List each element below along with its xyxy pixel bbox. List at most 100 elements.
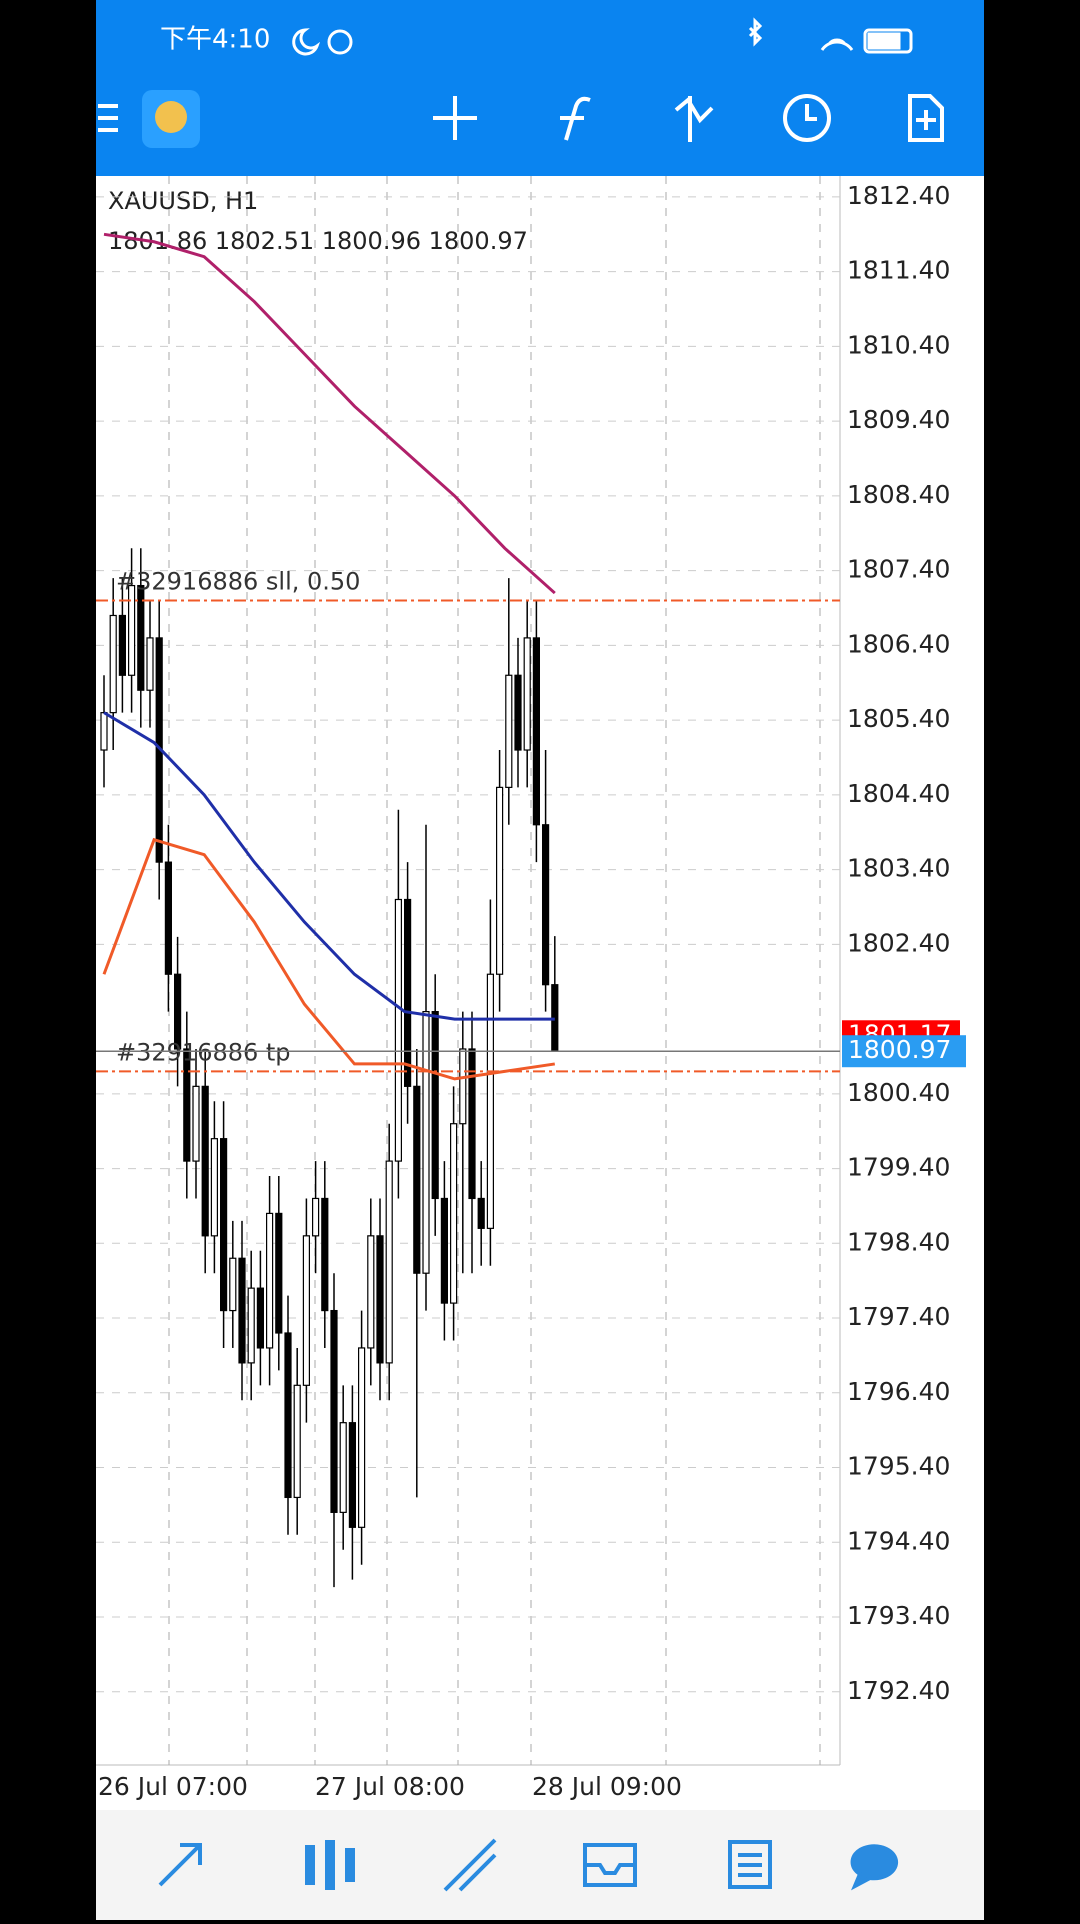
candle-body (210, 1138, 218, 1237)
candle-body (238, 1257, 246, 1364)
candle-body (118, 614, 127, 676)
candle-body (459, 1048, 467, 1125)
y-tick-label: 1792.40 (847, 1676, 950, 1705)
y-tick-label: 1796.40 (847, 1377, 950, 1406)
candle-body (220, 1138, 228, 1312)
y-tick-label: 1797.40 (847, 1302, 950, 1331)
candle-body (330, 1309, 338, 1513)
bottom-nav (96, 1810, 984, 1920)
y-tick-label: 1812.40 (847, 181, 950, 210)
candle-body (440, 1197, 448, 1304)
candle-body (431, 1011, 439, 1200)
menu-icon[interactable] (98, 104, 118, 132)
candle-body (358, 1347, 366, 1528)
y-tick-label: 1808.40 (847, 480, 950, 509)
nav-quotes[interactable] (158, 1843, 202, 1887)
y-tick-label: 1795.40 (847, 1452, 950, 1481)
x-tick-label: 28 Jul 09:00 (532, 1772, 682, 1801)
y-tick-label: 1809.40 (847, 405, 950, 434)
candle-body (183, 1048, 191, 1162)
candle-body (321, 1197, 329, 1312)
nav-chat[interactable] (850, 1844, 899, 1891)
candle-body (486, 973, 494, 1229)
candle-body (137, 584, 145, 691)
y-tick-label: 1798.40 (847, 1227, 950, 1256)
candle-body (505, 674, 513, 788)
candle-body (256, 1287, 264, 1349)
clock-icon[interactable] (783, 94, 831, 142)
moving-average (103, 232, 556, 595)
candle-body (422, 1011, 430, 1274)
bid-tag (842, 1035, 966, 1068)
y-tick-label: 1800.40 (847, 1078, 950, 1107)
candle-body (229, 1257, 237, 1312)
y-tick-label: 1805.40 (847, 704, 950, 733)
candle-body (477, 1197, 485, 1229)
y-tick-label: 1804.40 (847, 779, 950, 808)
nav-history[interactable] (583, 1843, 637, 1887)
candle-body (413, 1085, 421, 1274)
bid-label: 1800.97 (848, 1035, 951, 1064)
candle-body (128, 584, 136, 676)
top-bar (96, 0, 984, 176)
moving-average (102, 837, 556, 1081)
symbol: XAUUSD, H1 (108, 187, 258, 215)
toolbar[interactable] (98, 90, 944, 148)
candle-body (247, 1287, 255, 1364)
candle-body (450, 1123, 458, 1304)
status-icons (292, 17, 913, 56)
candle-body (394, 898, 402, 1162)
candle-body (192, 1085, 200, 1162)
trade-icon[interactable] (674, 96, 714, 142)
ohlc: 1801.86 1802.51 1800.96 1800.97 (108, 227, 528, 255)
candle-body (532, 637, 541, 826)
candle-body (312, 1197, 320, 1237)
function-icon[interactable] (560, 96, 591, 141)
candle-body (100, 712, 108, 751)
order-label: #32916886 sll, 0.50 (116, 568, 360, 596)
candle-body (523, 637, 531, 751)
candle-body (302, 1235, 310, 1386)
y-tick-label: 1799.40 (847, 1153, 950, 1182)
y-tick-label: 1802.40 (847, 928, 950, 957)
y-tick-label: 1803.40 (847, 854, 950, 883)
candle-body (339, 1422, 347, 1513)
candle-body (376, 1235, 384, 1364)
nav-chart[interactable] (305, 1840, 355, 1890)
candle-body (164, 861, 172, 975)
y-tick-label: 1806.40 (847, 629, 950, 658)
app-logo-coin (155, 101, 187, 133)
nav-news[interactable] (728, 1840, 772, 1889)
status-time: 下午4:10 (160, 25, 270, 55)
candle-body (541, 824, 550, 986)
candle-body (348, 1422, 356, 1528)
y-tick-label: 1793.40 (847, 1601, 950, 1630)
candle-body (293, 1384, 301, 1499)
y-tick-label: 1810.40 (847, 330, 950, 359)
candle-body (109, 614, 117, 714)
x-tick-label: 26 Jul 07:00 (98, 1772, 248, 1801)
nav-icons[interactable] (158, 1838, 899, 1892)
candle-body (266, 1212, 274, 1349)
candle-body (275, 1212, 283, 1334)
y-tick-label: 1807.40 (847, 555, 950, 584)
x-tick-label: 27 Jul 08:00 (315, 1772, 465, 1801)
candle-body (385, 1160, 393, 1364)
candle-body (146, 637, 154, 691)
moving-average (103, 711, 555, 1021)
candle-body (496, 786, 504, 975)
candle-body (174, 973, 182, 1050)
chart-bg (96, 176, 984, 1810)
candle-body (367, 1235, 375, 1349)
candle-body (284, 1332, 292, 1499)
candle-body (201, 1085, 209, 1237)
order-label: #32916886 tp (116, 1038, 291, 1066)
candle-body (468, 1048, 476, 1200)
y-tick-label: 1794.40 (847, 1526, 950, 1555)
nav-trade[interactable] (443, 1838, 497, 1892)
doc-icon[interactable] (908, 94, 944, 142)
candle-body (404, 898, 412, 1087)
add-icon[interactable] (433, 96, 477, 140)
